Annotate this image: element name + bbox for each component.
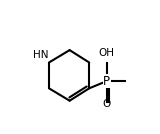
Text: P: P xyxy=(103,75,110,88)
Text: O: O xyxy=(103,99,111,109)
Text: OH: OH xyxy=(99,48,115,58)
Text: HN: HN xyxy=(33,50,48,60)
